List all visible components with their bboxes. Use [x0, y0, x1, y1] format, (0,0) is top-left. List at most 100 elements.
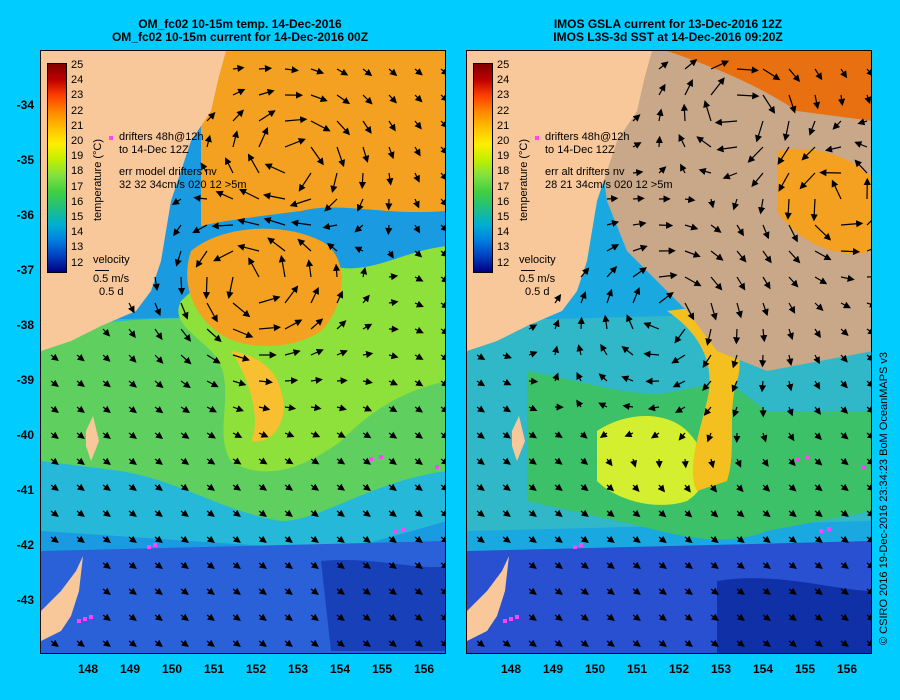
velocity-arrow — [102, 380, 111, 388]
latitude-tick-label: -40 — [16, 428, 34, 442]
latitude-tick-label: -35 — [16, 153, 34, 167]
velocity-arrow — [362, 68, 373, 77]
velocity-arrow — [128, 509, 137, 517]
velocity-arrow — [232, 302, 251, 318]
velocity-arrow — [680, 103, 689, 122]
velocity-arrow — [840, 380, 848, 389]
colorbar — [47, 63, 67, 273]
velocity-arrow — [502, 378, 512, 386]
velocity-arrow — [814, 458, 823, 466]
velocity-arrow — [258, 561, 267, 569]
velocity-arrow — [232, 64, 245, 72]
velocity-arrow — [788, 484, 797, 492]
velocity-arrow — [440, 457, 445, 465]
velocity-arrow — [554, 561, 563, 569]
cold-pool — [717, 578, 871, 653]
velocity-arrow — [232, 613, 241, 621]
velocity-arrow — [232, 509, 241, 517]
velocity-arrow — [710, 510, 719, 518]
velocity-arrow — [180, 431, 190, 439]
velocity-arrow — [710, 561, 719, 569]
velocity-arrow — [554, 457, 563, 465]
velocity-arrow — [684, 587, 693, 595]
velocity-arrow — [788, 68, 801, 83]
velocity-arrow — [736, 535, 745, 544]
velocity-arrow — [762, 484, 771, 492]
velocity-arrow — [605, 458, 613, 467]
velocity-arrow — [632, 613, 641, 621]
velocity-arrow — [866, 509, 871, 517]
drifter-marker — [805, 455, 809, 459]
velocity-arrow — [840, 483, 849, 492]
velocity-arrow — [388, 405, 398, 413]
right-title-line2: IMOS L3S-3d SST at 14-Dec-2016 09:20Z — [553, 30, 783, 44]
velocity-arrow — [476, 509, 485, 517]
velocity-arrow — [414, 587, 423, 595]
flinders-island — [467, 556, 509, 641]
velocity-arrow — [840, 301, 852, 309]
velocity-arrow — [632, 639, 641, 647]
velocity-arrow — [736, 276, 746, 291]
velocity-arrow — [528, 613, 537, 621]
error-stats-text: err alt drifters nv 28 21 34cm/s 020 12 … — [545, 166, 673, 192]
velocity-arrow — [440, 561, 445, 569]
velocity-arrow — [786, 328, 794, 341]
colorbar-tick-label: 25 — [71, 59, 84, 71]
velocity-arrow — [788, 587, 797, 595]
velocity-arrow — [177, 276, 186, 296]
drifter-marker — [401, 527, 405, 531]
velocity-arrow — [336, 587, 345, 595]
velocity-legend: velocity 0.5 m/s 0.5 d — [519, 254, 556, 299]
velocity-arrow — [440, 431, 445, 439]
longitude-tick-label: 149 — [542, 662, 564, 676]
velocity-arrow — [284, 483, 294, 491]
velocity-arrow — [671, 354, 686, 364]
velocity-legend-arrow — [521, 270, 535, 271]
velocity-arrow — [621, 346, 634, 356]
velocity-arrow — [258, 639, 267, 647]
velocity-arrow — [388, 378, 398, 386]
velocity-legend-label: velocity — [93, 254, 130, 266]
velocity-arrow — [278, 254, 286, 278]
velocity-arrow — [232, 379, 247, 387]
velocity-arrow — [476, 639, 485, 647]
velocity-arrow — [310, 587, 319, 595]
latitude-tick-label: -38 — [16, 318, 34, 332]
velocity-arrow — [440, 94, 445, 102]
velocity-arrow — [388, 457, 397, 465]
drifter-marker — [89, 615, 93, 619]
velocity-arrow — [152, 276, 160, 292]
velocity-arrow — [678, 133, 686, 148]
velocity-arrow — [866, 220, 871, 226]
velocity-arrow — [362, 483, 371, 491]
velocity-arrow — [632, 220, 647, 228]
colorbar-tick-label: 15 — [71, 211, 84, 223]
velocity-arrow — [284, 457, 294, 465]
mainland-coast — [41, 51, 226, 351]
velocity-arrows — [476, 58, 871, 647]
velocity-arrow — [722, 172, 738, 180]
velocity-arrow — [762, 509, 771, 518]
longitude-tick-label: 151 — [203, 662, 225, 676]
velocity-arrow — [225, 157, 234, 174]
velocity-arrow — [388, 561, 397, 569]
small-island — [86, 416, 99, 461]
velocity-arrow — [528, 639, 537, 647]
colorbar-tick-label: 25 — [497, 59, 510, 71]
velocity-arrow — [154, 509, 163, 517]
drifter-marker — [153, 543, 157, 547]
velocity-arrow — [264, 163, 286, 174]
velocity-arrow — [840, 457, 849, 466]
colorbar-tick-label: 22 — [71, 104, 84, 117]
velocity-arrow — [866, 613, 871, 621]
velocity-arrow — [258, 65, 273, 73]
left-title: OM_fc02 10-15m temp. 14-Dec-2016 OM_fc02… — [40, 18, 440, 44]
velocity-arrow — [606, 220, 620, 228]
drifter-marker — [83, 617, 87, 621]
colorbar-tick-label: 14 — [497, 226, 510, 239]
velocity-arrow — [866, 405, 871, 414]
velocity-arrow — [476, 379, 486, 387]
velocity-arrow — [440, 535, 445, 543]
velocity-arrow — [414, 509, 423, 517]
velocity-arrow — [362, 146, 370, 163]
